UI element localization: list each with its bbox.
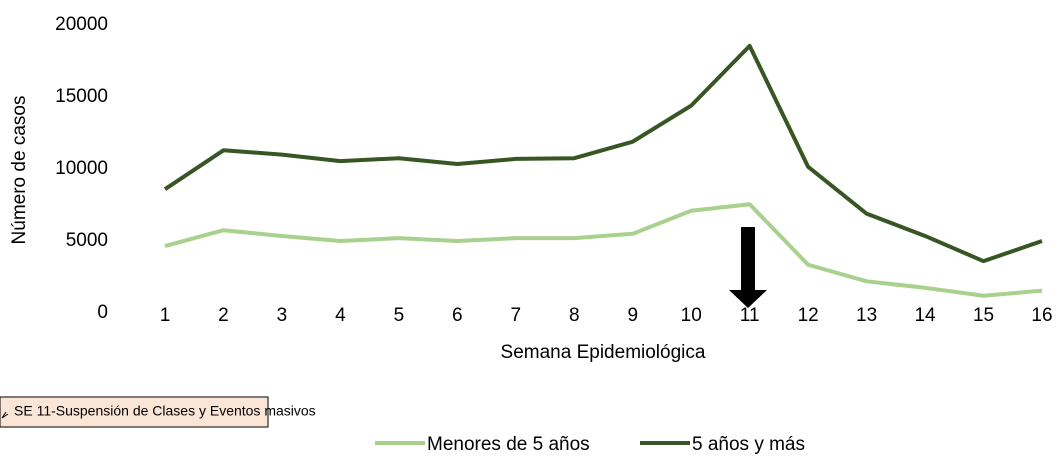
x-tick-label: 7 [511,305,522,326]
y-tick-label: 0 [97,302,108,323]
x-tick-label: 5 [394,305,405,326]
y-axis-title: Número de casos [9,96,30,245]
annotation-text: SE 11-Suspensión de Clases y Eventos mas… [14,403,316,419]
y-tick-label: 15000 [55,86,108,107]
x-tick-label: 9 [627,305,638,326]
series-line [164,202,1043,298]
x-tick-label: 14 [914,305,936,326]
x-tick-label: 4 [335,305,346,326]
x-tick-label: 2 [218,305,229,326]
x-tick-label: 8 [569,305,580,326]
y-tick-label: 20000 [55,14,108,35]
x-tick-label: 6 [452,305,463,326]
event-arrow [729,227,767,308]
annotation-pointer [1,411,9,419]
x-tick-label: 1 [160,305,171,326]
x-tick-label: 16 [1031,305,1052,326]
x-tick-label: 15 [973,305,994,326]
x-tick-label: 10 [681,305,702,326]
x-tick-label: 13 [856,305,877,326]
y-tick-label: 10000 [55,158,108,179]
x-tick-label: 11 [740,305,760,326]
legend-label: 5 años y más [692,434,805,455]
annotation-box [0,396,269,428]
x-tick-label: 12 [798,305,819,326]
legend-label: Menores de 5 años [427,434,590,455]
x-tick-label: 3 [277,305,288,326]
y-tick-label: 5000 [66,230,108,251]
x-axis-title: Semana Epidemiológica [501,342,706,363]
series-line [163,43,1043,264]
